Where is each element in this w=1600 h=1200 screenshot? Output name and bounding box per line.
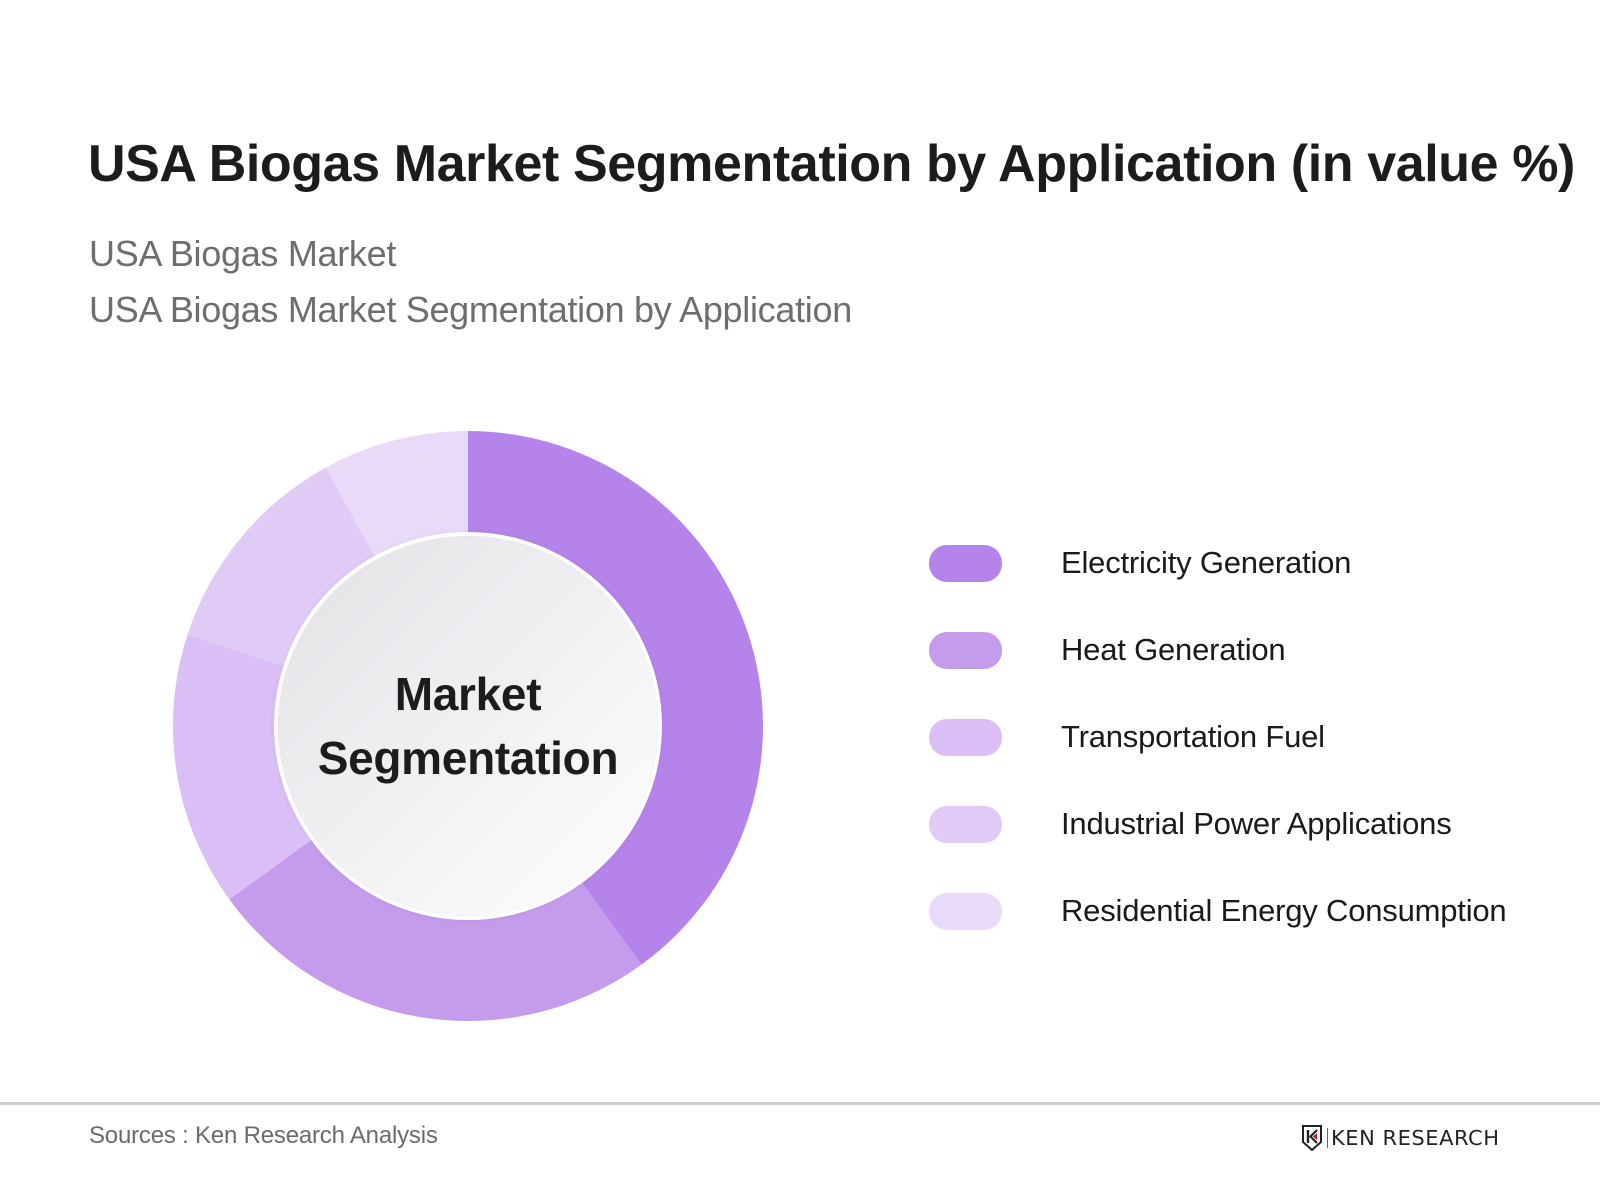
center-label-line-2: Segmentation [317, 732, 619, 784]
legend-item-heat-generation: Heat Generation [929, 632, 1569, 719]
legend-swatch-icon [929, 719, 1002, 756]
legend-swatch-icon [929, 545, 1002, 582]
legend-item-electricity-generation: Electricity Generation [929, 545, 1569, 632]
chart-legend: Electricity Generation Heat Generation T… [929, 545, 1569, 980]
logo-text: KEN RESEARCH [1331, 1126, 1500, 1150]
legend-swatch-icon [929, 893, 1002, 930]
donut-center: Market Segmentation [278, 536, 658, 916]
chart-subtitle-market: USA Biogas Market [89, 233, 397, 274]
legend-label: Heat Generation [1061, 632, 1286, 667]
legend-swatch-icon [929, 632, 1002, 669]
ken-research-shield-icon [1302, 1125, 1322, 1151]
logo-separator [1327, 1128, 1328, 1148]
legend-label: Industrial Power Applications [1061, 806, 1452, 841]
legend-item-transportation-fuel: Transportation Fuel [929, 719, 1569, 806]
chart-subtitle-segmentation: USA Biogas Market Segmentation by Applic… [89, 289, 852, 330]
sources-note: Sources : Ken Research Analysis [89, 1122, 438, 1149]
center-label-line-1: Market [394, 668, 542, 720]
donut-chart: Market Segmentation [173, 431, 763, 1021]
legend-label: Electricity Generation [1061, 545, 1352, 580]
legend-label: Residential Energy Consumption [1061, 893, 1507, 928]
legend-swatch-icon [929, 806, 1002, 843]
legend-label: Transportation Fuel [1061, 719, 1325, 754]
legend-item-residential-energy-consumption: Residential Energy Consumption [929, 893, 1569, 980]
legend-item-industrial-power-applications: Industrial Power Applications [929, 806, 1569, 893]
ken-research-logo: KEN RESEARCH [1301, 1125, 1499, 1151]
logo-accent [1313, 1133, 1317, 1140]
footer-divider [0, 1102, 1600, 1105]
chart-title: USA Biogas Market Segmentation by Applic… [88, 135, 1575, 193]
